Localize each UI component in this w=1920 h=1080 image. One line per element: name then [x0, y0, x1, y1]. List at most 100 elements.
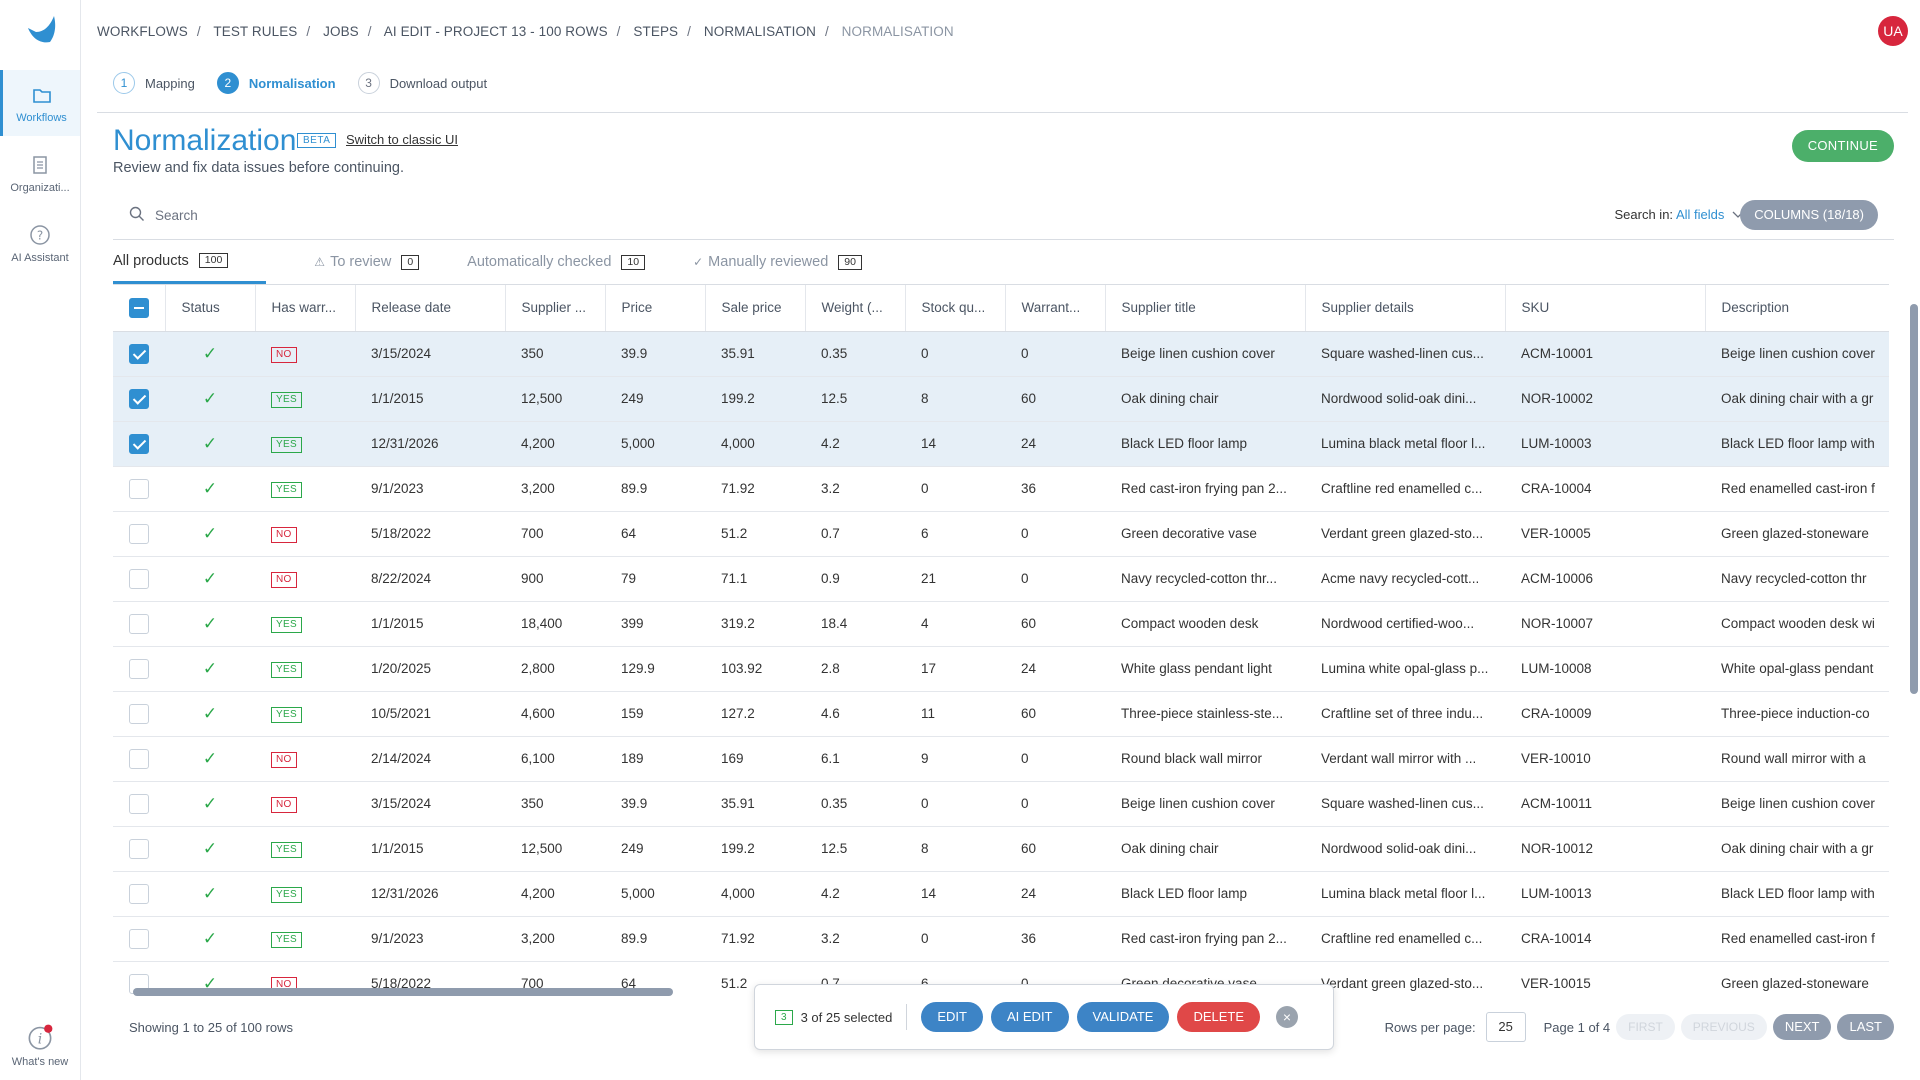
table-cell-sale[interactable]: 4,000: [705, 421, 805, 467]
table-cell-date[interactable]: 3/15/2024: [355, 781, 505, 827]
table-cell-sku[interactable]: LUM-10003: [1505, 421, 1705, 467]
table-cell-sku[interactable]: VER-10015: [1505, 961, 1705, 998]
table-cell-price[interactable]: 159: [605, 691, 705, 737]
table-cell-title[interactable]: Oak dining chair: [1105, 826, 1305, 872]
next-page-button[interactable]: NEXT: [1772, 1014, 1832, 1040]
table-cell-sale[interactable]: 71.1: [705, 556, 805, 602]
table-cell-supplier[interactable]: 900: [505, 556, 605, 602]
table-cell-stock[interactable]: 0: [905, 466, 1005, 512]
column-header[interactable]: Description: [1705, 285, 1889, 332]
close-icon[interactable]: ×: [1276, 1006, 1299, 1028]
table-cell-details[interactable]: Lumina black metal floor l...: [1305, 871, 1505, 917]
validate-button[interactable]: VALIDATE: [1076, 1002, 1170, 1032]
table-cell-weight[interactable]: 4.2: [805, 421, 905, 467]
row-checkbox[interactable]: [129, 883, 149, 904]
table-cell-sale[interactable]: 199.2: [705, 376, 805, 422]
ai-edit-button[interactable]: AI EDIT: [990, 1002, 1069, 1032]
row-checkbox[interactable]: [129, 658, 149, 679]
table-cell-warr[interactable]: 0: [1005, 556, 1105, 602]
table-cell-sku[interactable]: CRA-10004: [1505, 466, 1705, 512]
rows-per-page-input[interactable]: 25: [1485, 1012, 1526, 1042]
table-cell-details[interactable]: Craftline red enamelled c...: [1305, 466, 1505, 512]
table-cell-stock[interactable]: 11: [905, 691, 1005, 737]
table-cell-price[interactable]: 89.9: [605, 916, 705, 962]
column-header[interactable]: Has warr...: [255, 285, 356, 332]
row-select-cell[interactable]: [113, 556, 165, 602]
table-row[interactable]: ✓ YES 9/1/2023 3,200 89.9 71.92 3.2 0 36 Red cast…: [113, 916, 1889, 962]
table-cell-weight[interactable]: 2.8: [805, 646, 905, 692]
columns-button[interactable]: COLUMNS (18/18): [1740, 200, 1878, 230]
column-header[interactable]: Supplier ...: [505, 285, 606, 332]
table-cell-desc[interactable]: Black LED floor lamp with: [1705, 871, 1889, 917]
table-cell-title[interactable]: Navy recycled-cotton thr...: [1105, 556, 1305, 602]
table-row[interactable]: ✓ NO 3/15/2024 350 39.9 35.91 0.35 0 0 Beige line…: [113, 781, 1889, 827]
last-page-button[interactable]: LAST: [1837, 1014, 1894, 1040]
delete-button[interactable]: DELETE: [1177, 1002, 1261, 1032]
select-all-header[interactable]: [113, 285, 166, 332]
table-cell-sku[interactable]: ACM-10001: [1505, 331, 1705, 377]
breadcrumb-jobs[interactable]: JOBS: [323, 24, 359, 39]
table-cell-sale[interactable]: 319.2: [705, 601, 805, 647]
table-cell-sku[interactable]: CRA-10014: [1505, 916, 1705, 962]
table-cell-date[interactable]: 3/15/2024: [355, 331, 505, 377]
table-cell-desc[interactable]: Navy recycled-cotton thr: [1705, 556, 1889, 602]
table-cell-sku[interactable]: VER-10010: [1505, 736, 1705, 782]
breadcrumb-normalisation[interactable]: NORMALISATION: [703, 24, 816, 39]
table-cell-warr[interactable]: 0: [1005, 781, 1105, 827]
table-cell-supplier[interactable]: 18,400: [505, 601, 605, 647]
table-cell-desc[interactable]: Three-piece induction-co: [1705, 691, 1889, 737]
table-cell-details[interactable]: Craftline set of three indu...: [1305, 691, 1505, 737]
table-cell-warr[interactable]: 60: [1005, 826, 1105, 872]
table-cell-date[interactable]: 1/1/2015: [355, 826, 505, 872]
switch-to-classic-link[interactable]: Switch to classic UI: [346, 132, 458, 147]
table-cell-price[interactable]: 249: [605, 826, 705, 872]
table-cell-stock[interactable]: 6: [905, 511, 1005, 557]
row-select-cell[interactable]: [113, 691, 165, 737]
breadcrumb-steps[interactable]: STEPS: [633, 24, 679, 39]
table-cell-title[interactable]: Round black wall mirror: [1105, 736, 1305, 782]
table-cell-supplier[interactable]: 4,200: [505, 871, 605, 917]
table-cell-details[interactable]: Nordwood certified-woo...: [1305, 601, 1505, 647]
column-header[interactable]: Price: [605, 285, 706, 332]
table-cell-warr[interactable]: 60: [1005, 376, 1105, 422]
table-cell-title[interactable]: Three-piece stainless-ste...: [1105, 691, 1305, 737]
row-select-cell[interactable]: [113, 826, 165, 872]
table-cell-details[interactable]: Verdant wall mirror with ...: [1305, 736, 1505, 782]
breadcrumb-project[interactable]: AI EDIT - PROJECT 13 - 100 ROWS: [383, 24, 608, 39]
table-cell-date[interactable]: 2/14/2024: [355, 736, 505, 782]
table-cell-desc[interactable]: Oak dining chair with a gr: [1705, 376, 1889, 422]
column-header[interactable]: Sale price: [705, 285, 806, 332]
table-cell-supplier[interactable]: 4,200: [505, 421, 605, 467]
table-cell-desc[interactable]: White opal-glass pendant: [1705, 646, 1889, 692]
continue-button[interactable]: CONTINUE: [1791, 130, 1894, 162]
table-cell-supplier[interactable]: 6,100: [505, 736, 605, 782]
table-cell-stock[interactable]: 17: [905, 646, 1005, 692]
table-cell-stock[interactable]: 0: [905, 781, 1005, 827]
table-cell-date[interactable]: 10/5/2021: [355, 691, 505, 737]
table-cell-weight[interactable]: 3.2: [805, 916, 905, 962]
table-cell-supplier[interactable]: 700: [505, 511, 605, 557]
table-cell-sku[interactable]: CRA-10009: [1505, 691, 1705, 737]
table-cell-price[interactable]: 249: [605, 376, 705, 422]
row-select-cell[interactable]: [113, 511, 165, 557]
table-cell-details[interactable]: Verdant green glazed-sto...: [1305, 961, 1505, 998]
table-cell-title[interactable]: Black LED floor lamp: [1105, 421, 1305, 467]
row-checkbox[interactable]: [129, 613, 149, 634]
table-cell-price[interactable]: 39.9: [605, 781, 705, 827]
table-cell-supplier[interactable]: 3,200: [505, 466, 605, 512]
table-cell-weight[interactable]: 0.35: [805, 781, 905, 827]
row-select-cell[interactable]: [113, 781, 165, 827]
table-cell-weight[interactable]: 12.5: [805, 376, 905, 422]
table-cell-desc[interactable]: Black LED floor lamp with: [1705, 421, 1889, 467]
column-header[interactable]: Weight (...: [805, 285, 906, 332]
table-cell-warr[interactable]: 24: [1005, 421, 1105, 467]
table-row[interactable]: ✓ YES 1/1/2015 18,400 399 319.2 18.4 4 60 Compact…: [113, 601, 1889, 647]
row-checkbox[interactable]: [129, 748, 149, 769]
table-cell-date[interactable]: 9/1/2023: [355, 916, 505, 962]
table-cell-date[interactable]: 9/1/2023: [355, 466, 505, 512]
table-cell-price[interactable]: 89.9: [605, 466, 705, 512]
row-select-cell[interactable]: [113, 736, 165, 782]
row-checkbox[interactable]: [129, 433, 149, 454]
table-cell-stock[interactable]: 14: [905, 421, 1005, 467]
